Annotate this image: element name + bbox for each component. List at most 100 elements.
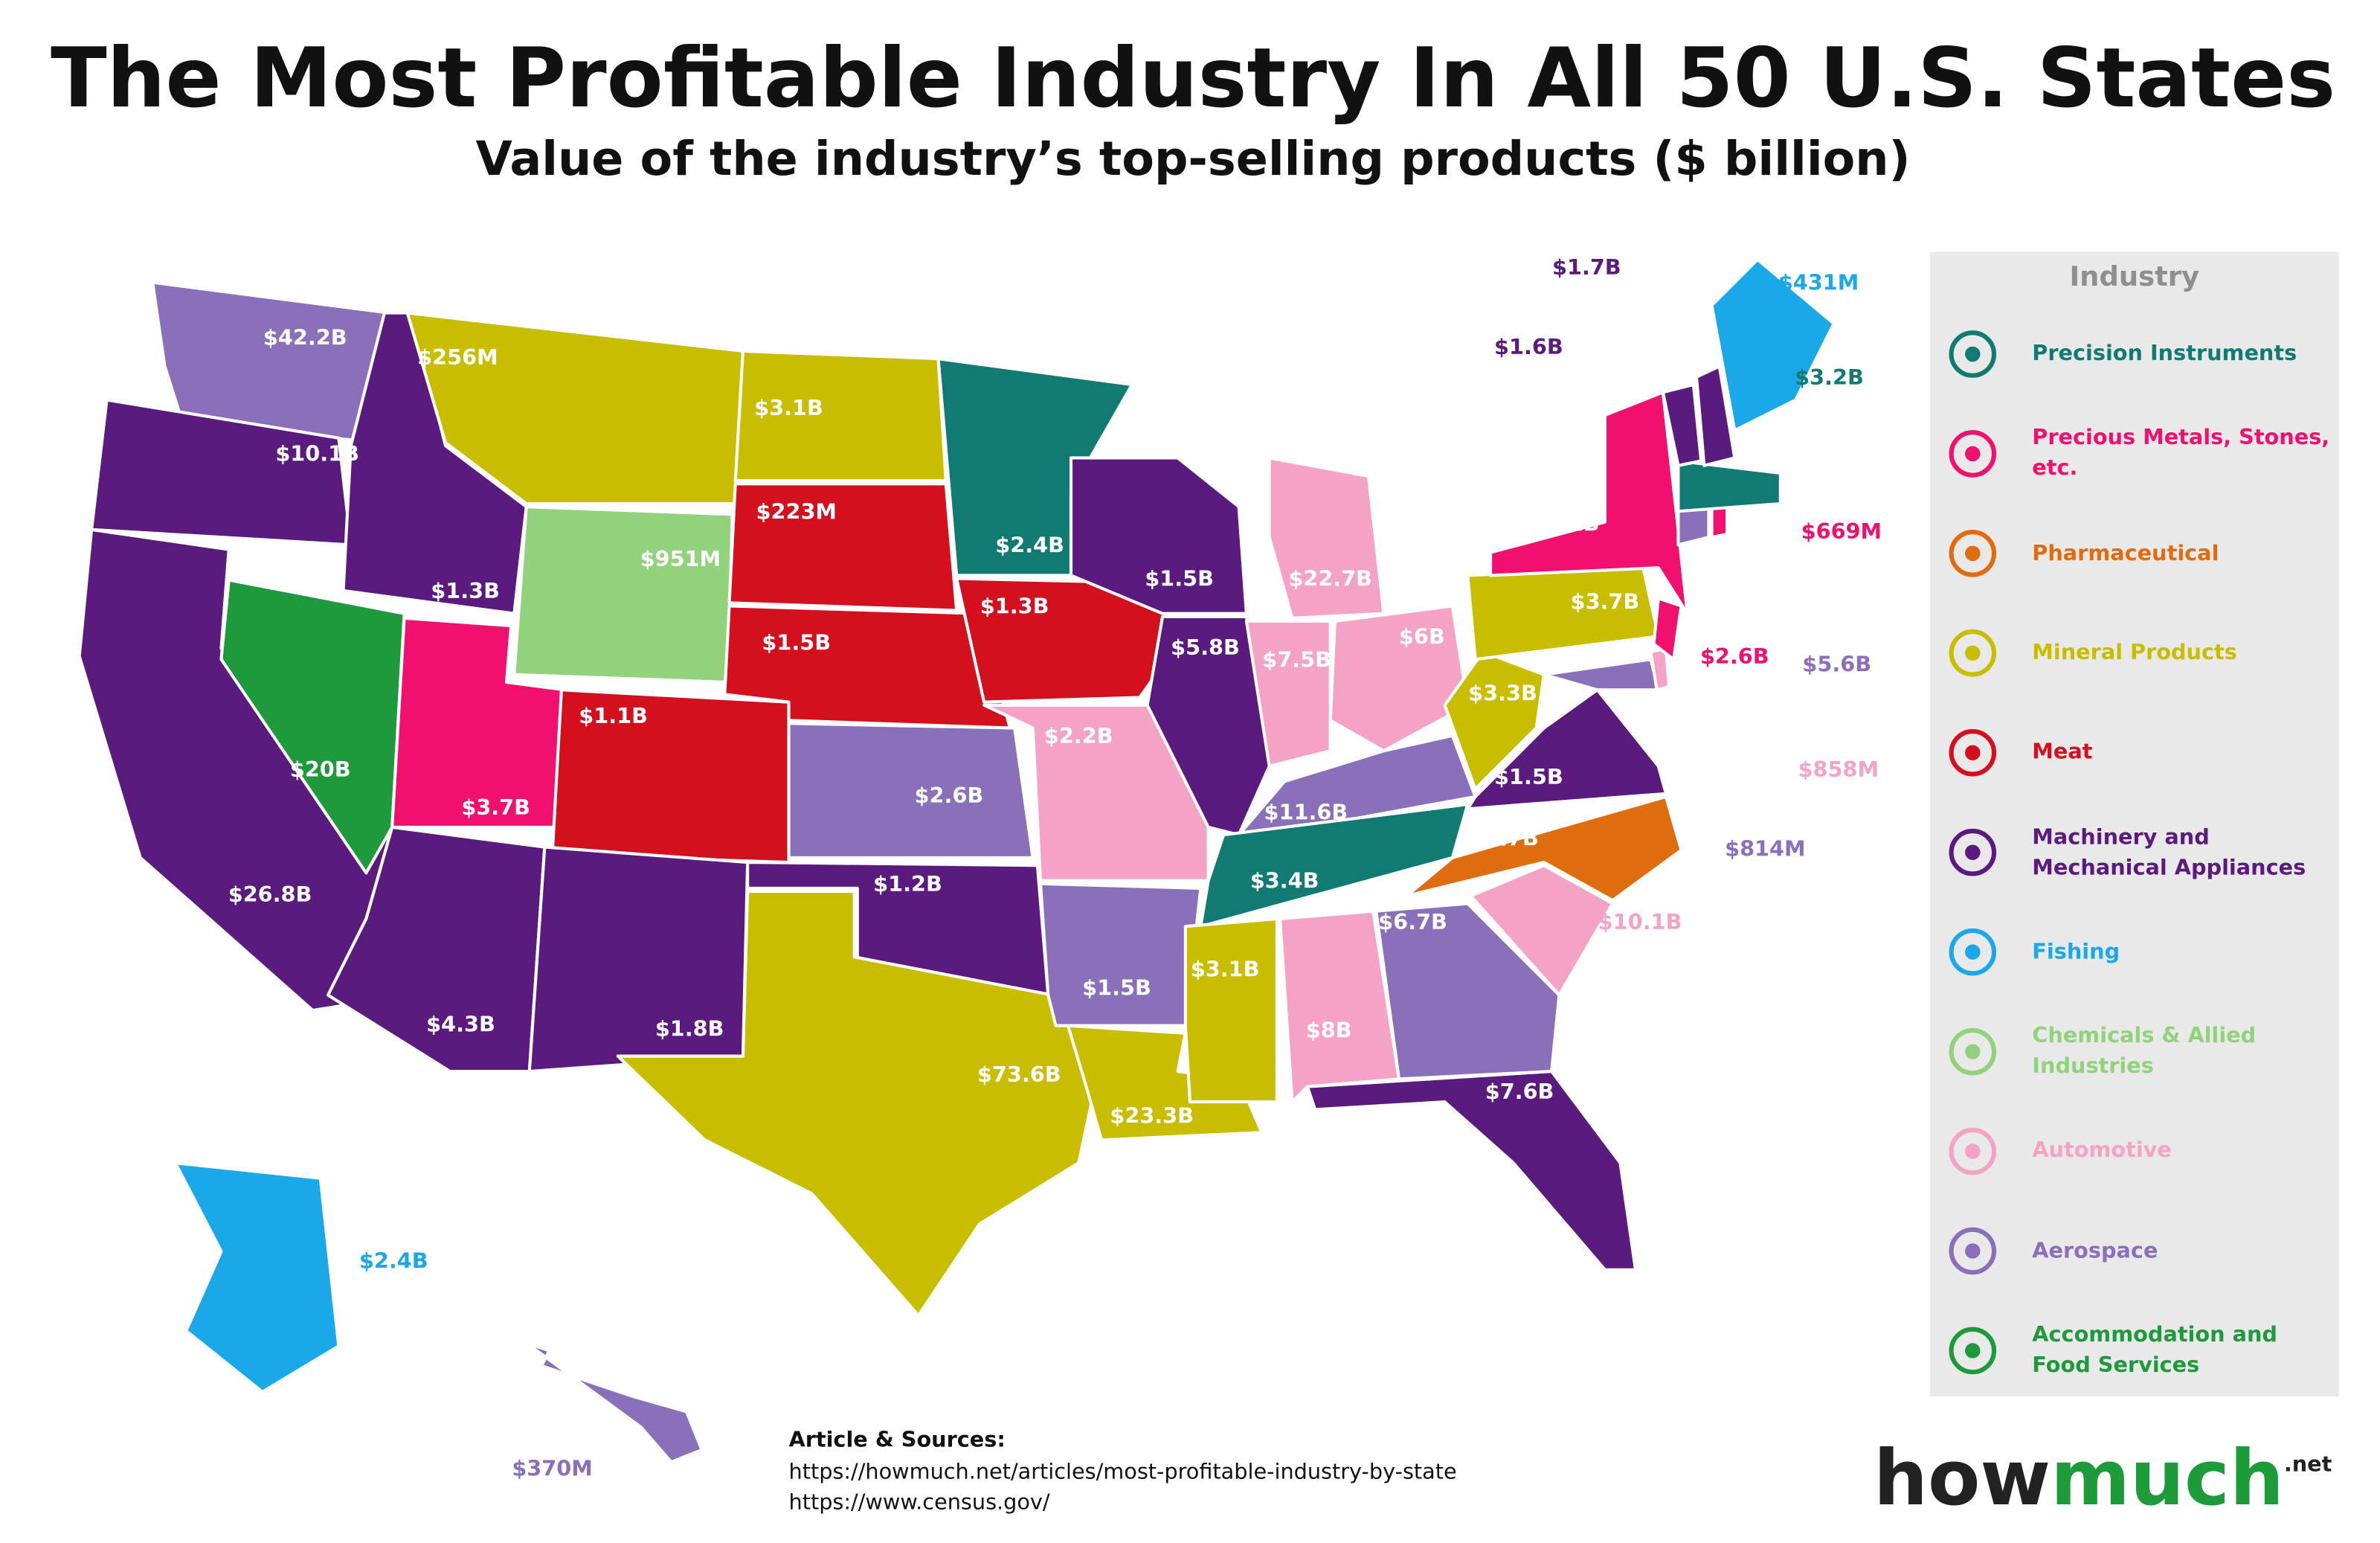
state-value-label: $23.3B <box>1110 1103 1194 1129</box>
legend-label: Fishing <box>2032 940 2120 965</box>
source-link: https://howmuch.net/articles/most-profit… <box>789 1459 1457 1484</box>
legend-icon-dot <box>1965 346 1981 362</box>
legend-label-box: Precision Instruments <box>2032 341 2297 367</box>
state-value-label: $256M <box>417 344 498 370</box>
legend-icon <box>1949 928 1997 976</box>
state-shape <box>1199 803 1470 928</box>
logo-accent: much <box>2051 1434 2284 1523</box>
state-shape <box>1466 688 1668 811</box>
legend-label: Precision Instruments <box>2032 341 2297 367</box>
legend-icon <box>1949 728 1997 777</box>
state-value-label: $7.5B <box>1262 647 1331 672</box>
state-value-label: $4.3B <box>426 1012 495 1037</box>
state-shape <box>733 349 948 483</box>
state-shape <box>1374 902 1561 1081</box>
legend-label: Chemicals & Allied Industries <box>2032 1024 2257 1080</box>
legend-label-box: Precious Metals, Stones, etc. <box>2032 426 2329 481</box>
state-value-label: $3.7B <box>1470 825 1539 850</box>
legend-icon <box>1949 1027 1997 1076</box>
legend-icon-dot <box>1965 1143 1981 1159</box>
state-shape <box>1405 795 1683 902</box>
title: The Most Profitable Industry In All 50 U… <box>51 31 2335 126</box>
legend-icon-dot <box>1965 844 1981 860</box>
state-value-label: $20B <box>290 757 351 782</box>
state-value-label: $8B <box>1306 1018 1352 1043</box>
legend-icon <box>1949 828 1997 876</box>
state-value-label: $3.2B <box>1795 365 1864 390</box>
legend-icon-dot <box>1965 1343 1981 1358</box>
state-shape <box>1694 365 1737 467</box>
state-value-label: $1.7B <box>1552 254 1621 280</box>
legend-icon <box>1949 1127 1997 1175</box>
legend-label-box: Meat <box>2032 740 2093 766</box>
legend-icon-dot <box>1965 1044 1981 1059</box>
state-value-label: $431M <box>1778 270 1859 295</box>
state-value-label: $6.7B <box>1378 909 1447 934</box>
source-link: https://www.census.gov/ <box>789 1489 1050 1515</box>
state-value-label: $10.1B <box>275 440 359 466</box>
state-value-label: $1.1B <box>579 703 648 728</box>
state-shape <box>1183 917 1279 1104</box>
state-shape <box>1710 257 1836 432</box>
state-shape <box>1652 597 1683 661</box>
state-value-label: $1.5B <box>762 630 831 655</box>
state-value-label: $1.6B <box>1494 334 1563 359</box>
legend-icon <box>1949 430 1997 478</box>
state-value-label: $42.2B <box>263 324 347 350</box>
logo: howmuch.net <box>1874 1434 2332 1523</box>
state-shape <box>1661 382 1703 467</box>
sources-heading: Article & Sources: <box>789 1426 1006 1451</box>
state-value-label: $7.6B <box>1485 1079 1554 1104</box>
legend-label: Meat <box>2032 740 2093 766</box>
legend-icon-dot <box>1965 944 1981 960</box>
state-value-label: $858M <box>1798 757 1879 782</box>
state-shape <box>1305 1070 1638 1271</box>
legend-icon-dot <box>1965 745 1981 761</box>
state-shape <box>1542 658 1660 692</box>
state-shape <box>1069 456 1248 615</box>
state-value-label: $2.6B <box>1700 644 1769 669</box>
legend-icon-dot <box>1965 446 1981 462</box>
state-shape <box>1267 456 1386 620</box>
legend-label: Automotive <box>2032 1139 2172 1164</box>
legend-label: Aerospace <box>2032 1239 2158 1263</box>
state-value-label: $223M <box>756 498 837 524</box>
state-value-label: $814M <box>1725 836 1805 862</box>
state-value-label: $3.7B <box>461 795 530 820</box>
legend-label-box: Machinery and Mechanical Appliances <box>2032 824 2306 880</box>
state-value-label: $1.3B <box>431 578 500 603</box>
logo-suffix: .net <box>2284 1451 2332 1476</box>
state-value-label: $1.5B <box>1145 566 1214 591</box>
legend-label-box: Accommodation and Food Services <box>2032 1324 2277 1379</box>
state-value-label: $2.4B <box>995 532 1064 557</box>
legend-label: Machinery and Mechanical Appliances <box>2032 824 2306 880</box>
subtitle: Value of the industry’s top-selling prod… <box>476 131 1911 186</box>
state-value-label: $1.2B <box>873 871 942 896</box>
legend-icon-dot <box>1965 1243 1981 1259</box>
state-value-label: $25.1B <box>1516 511 1600 536</box>
state-value-label: $2.6B <box>915 783 984 808</box>
state-value-label: $669M <box>1801 519 1882 544</box>
state-value-label: $3.1B <box>1191 957 1260 982</box>
legend-icon <box>1949 1227 1997 1275</box>
state-value-label: $2.4B <box>359 1248 428 1273</box>
state-value-label: $3.3B <box>1468 680 1537 705</box>
legend-icon-dot <box>1965 645 1981 661</box>
state-shape <box>787 722 1035 859</box>
state-value-label: $1.5B <box>1494 764 1563 789</box>
legend-title: Industry <box>2069 260 2199 292</box>
state-value-label: $11.6B <box>1264 799 1348 824</box>
state-value-label: $951M <box>640 546 721 571</box>
state-shape <box>219 578 406 875</box>
state-value-label: $22.7B <box>1288 566 1372 591</box>
legend-icon <box>1949 530 1997 577</box>
state-value-label: $26.8B <box>228 882 312 907</box>
state-shape <box>1469 864 1615 997</box>
legend-label: Pharmaceutical <box>2032 541 2219 566</box>
state-shape <box>727 482 959 612</box>
state-value-label: $73.6B <box>977 1062 1061 1087</box>
state-value-label: $5.8B <box>1171 635 1240 660</box>
state-shape <box>405 311 745 506</box>
legend-label: Mineral Products <box>2032 641 2237 666</box>
legend-icon <box>1949 629 1997 677</box>
